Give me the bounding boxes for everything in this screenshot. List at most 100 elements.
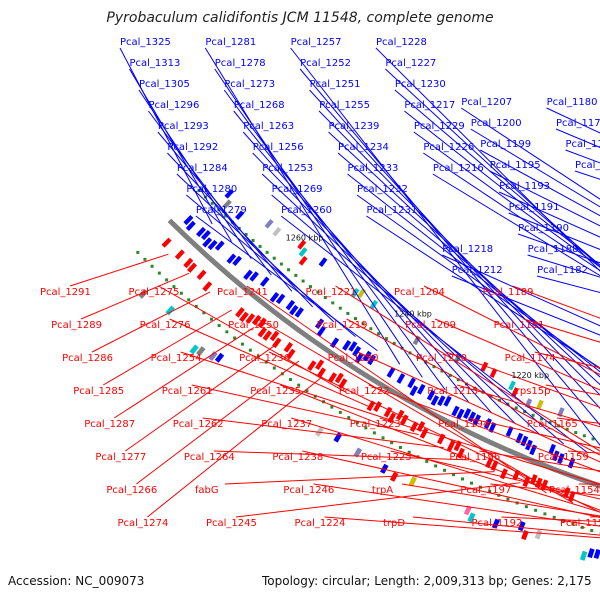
forward-label-connector bbox=[356, 194, 600, 370]
annotation-block bbox=[463, 505, 472, 516]
forward-gene-label: Pcal_1200 bbox=[471, 118, 522, 129]
forward-gene-label: Pcal_1231 bbox=[366, 205, 417, 216]
forward-gene-block bbox=[342, 340, 352, 351]
reverse-gene-block bbox=[446, 440, 456, 452]
reverse-gene-label: Pcal_1246 bbox=[283, 485, 334, 496]
reverse-label-connector bbox=[113, 327, 254, 419]
tick-dot bbox=[136, 250, 140, 254]
reverse-gene-label: Pcal_1209 bbox=[405, 320, 456, 331]
annotation-block bbox=[224, 189, 234, 199]
reverse-label-connector bbox=[412, 516, 600, 536]
reverse-gene-block bbox=[257, 317, 267, 329]
reverse-gene-label: trpD bbox=[383, 518, 405, 529]
forward-gene-block bbox=[232, 255, 242, 267]
tick-dot bbox=[240, 342, 244, 346]
tick-dot bbox=[470, 481, 474, 485]
tick-dot bbox=[432, 365, 436, 369]
reverse-label-connector bbox=[401, 483, 600, 517]
reverse-gene-block bbox=[161, 237, 172, 248]
reverse-gene-block bbox=[183, 257, 194, 269]
tick-dot bbox=[364, 426, 368, 430]
forward-gene-label: Pcal_1216 bbox=[433, 163, 484, 174]
forward-gene-label: Pcal_1228 bbox=[376, 37, 427, 48]
forward-label-connector bbox=[223, 89, 446, 391]
backbone-ring bbox=[167, 218, 600, 489]
tick-dot bbox=[331, 301, 335, 305]
tick-dot bbox=[209, 317, 213, 321]
tick-dot bbox=[372, 431, 376, 435]
forward-gene-label: Pcal_1190 bbox=[518, 223, 569, 234]
annotation-block bbox=[189, 344, 199, 355]
tick-dot bbox=[194, 304, 198, 308]
reverse-label-connector bbox=[302, 450, 600, 519]
tick-dot bbox=[452, 473, 456, 477]
annotation-block bbox=[196, 346, 206, 357]
reverse-label-connector bbox=[479, 450, 600, 472]
reverse-gene-label: trpA bbox=[372, 485, 393, 496]
reverse-gene-block bbox=[456, 447, 465, 459]
forward-gene-label: Pcal_1226 bbox=[423, 142, 474, 153]
forward-gene-label: Pcal_1239 bbox=[329, 121, 380, 132]
reverse-gene-label: Pcal_1238 bbox=[272, 452, 323, 463]
tick-dot bbox=[448, 373, 452, 377]
annotation-block bbox=[408, 476, 417, 487]
reverse-label-connector bbox=[257, 318, 574, 504]
forward-label-connector bbox=[470, 128, 600, 208]
reverse-gene-block bbox=[257, 326, 268, 338]
forward-label-connector bbox=[214, 68, 423, 378]
tick-dot bbox=[258, 244, 262, 248]
forward-label-connector bbox=[318, 110, 600, 396]
tick-dot bbox=[224, 214, 228, 218]
reverse-gene-label: Pcal_1264 bbox=[184, 452, 235, 463]
forward-label-connector bbox=[375, 47, 600, 272]
reverse-label-connector bbox=[158, 285, 347, 393]
forward-gene-block bbox=[409, 385, 419, 397]
annotation-block bbox=[318, 257, 328, 267]
forward-gene-label: Pcal_1230 bbox=[395, 79, 446, 90]
reverse-gene-label: Pcal_1237 bbox=[261, 419, 312, 430]
reverse-gene-block bbox=[373, 401, 382, 413]
kbp-tick-label: 1260 kbp bbox=[286, 233, 324, 242]
annotation-block bbox=[208, 350, 218, 361]
tick-dot bbox=[590, 529, 594, 533]
forward-gene-label: Pcal_1232 bbox=[357, 184, 408, 195]
reverse-gene-label: Pcal_1241 bbox=[217, 287, 268, 298]
tick-dot bbox=[353, 317, 357, 321]
forward-gene-label: Pcal_1176 bbox=[566, 139, 600, 150]
reverse-label-connector bbox=[335, 285, 600, 452]
reverse-gene-label: Pcal_1277 bbox=[95, 452, 146, 463]
tick-dot bbox=[272, 256, 276, 260]
tick-dot bbox=[294, 273, 298, 277]
forward-gene-label: Pcal_1293 bbox=[158, 121, 209, 132]
forward-gene-label: Pcal_1256 bbox=[253, 142, 304, 153]
tick-dot bbox=[316, 290, 320, 294]
tick-dot bbox=[197, 189, 201, 193]
reverse-gene-block bbox=[262, 330, 273, 341]
reverse-label-connector bbox=[346, 318, 600, 456]
forward-label-connector bbox=[404, 110, 600, 266]
reverse-gene-block bbox=[235, 307, 245, 318]
tick-dot bbox=[279, 262, 283, 266]
reverse-gene-label: Pcal_1197 bbox=[460, 485, 511, 496]
tick-dot bbox=[179, 291, 183, 295]
forward-gene-block bbox=[214, 240, 225, 251]
forward-gene-label: Pcal_1269 bbox=[272, 184, 323, 195]
forward-gene-block bbox=[483, 418, 492, 429]
reverse-gene-label: Pcal_1223 bbox=[350, 419, 401, 430]
reverse-label-connector bbox=[268, 351, 600, 513]
reverse-gene-label: Pcal_1154 bbox=[549, 485, 600, 496]
reverse-label-connector bbox=[457, 384, 600, 428]
tick-dot bbox=[497, 398, 501, 402]
tick-dot bbox=[531, 413, 535, 417]
reverse-gene-block bbox=[453, 440, 462, 452]
tick-dot bbox=[398, 445, 402, 449]
tick-dot bbox=[143, 257, 147, 261]
reverse-gene-label: Pcal_1285 bbox=[73, 386, 124, 397]
forward-gene-block bbox=[354, 352, 364, 364]
forward-label-connector bbox=[460, 107, 600, 200]
reverse-label-connector bbox=[379, 417, 600, 485]
reverse-label-connector bbox=[390, 450, 600, 500]
annotation-block bbox=[222, 199, 232, 209]
